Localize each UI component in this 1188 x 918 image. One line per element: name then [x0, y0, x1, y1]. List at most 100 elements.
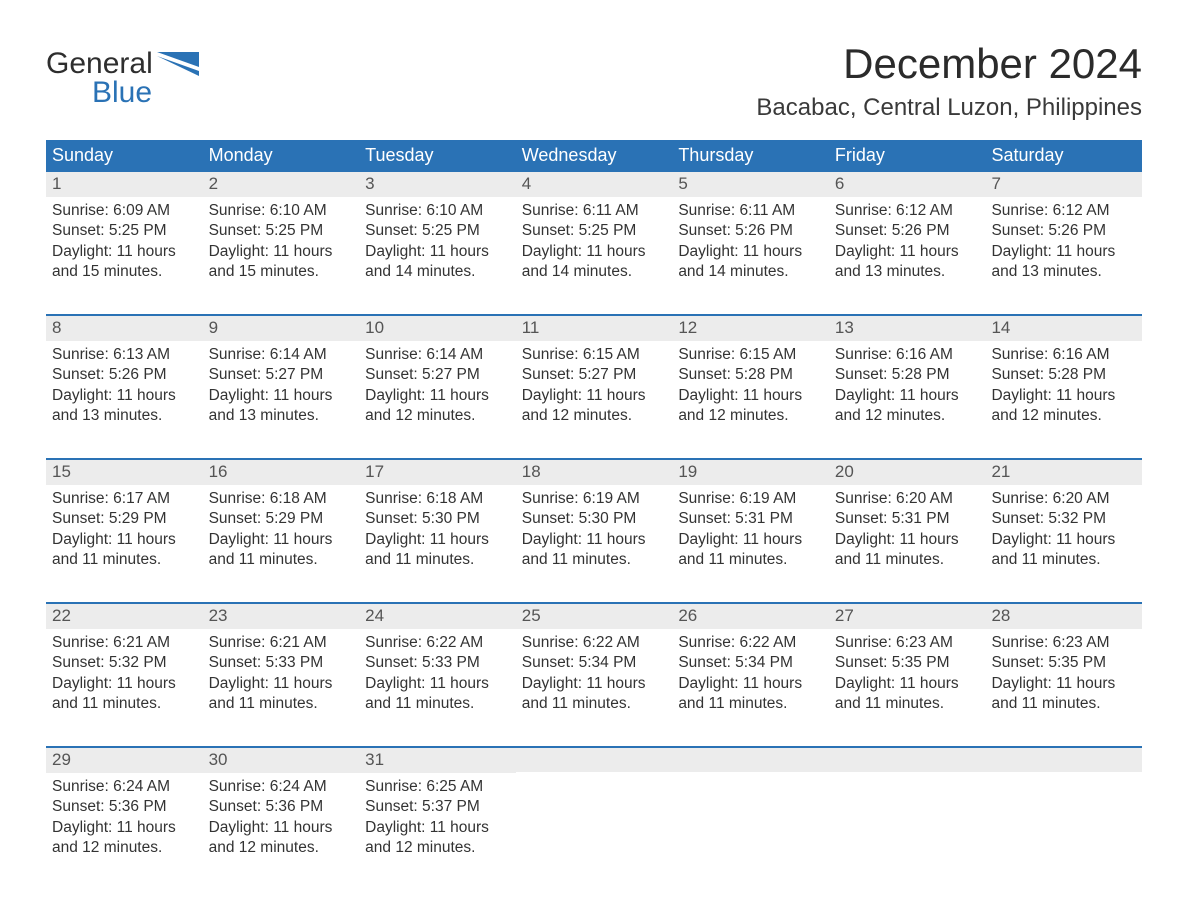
- day-detail-line: Sunrise: 6:14 AM: [365, 345, 510, 365]
- day-number: 16: [203, 460, 360, 485]
- day-number: 13: [829, 316, 986, 341]
- day-number: [516, 748, 673, 772]
- day-details: Sunrise: 6:24 AMSunset: 5:36 PMDaylight:…: [46, 773, 203, 863]
- day-detail-line: Sunset: 5:30 PM: [522, 509, 667, 529]
- day-details: Sunrise: 6:23 AMSunset: 5:35 PMDaylight:…: [985, 629, 1142, 719]
- day-detail-line: Sunrise: 6:19 AM: [678, 489, 823, 509]
- day-number: 12: [672, 316, 829, 341]
- day-detail-line: Daylight: 11 hours: [52, 242, 197, 262]
- day-detail-line: Sunset: 5:34 PM: [678, 653, 823, 673]
- day-detail-line: Sunset: 5:25 PM: [365, 221, 510, 241]
- calendar-day: 2Sunrise: 6:10 AMSunset: 5:25 PMDaylight…: [203, 172, 360, 292]
- logo-word2: Blue: [92, 79, 199, 108]
- day-detail-line: Sunset: 5:35 PM: [991, 653, 1136, 673]
- day-detail-line: Daylight: 11 hours: [835, 242, 980, 262]
- day-detail-line: and 15 minutes.: [52, 262, 197, 282]
- day-detail-line: Sunrise: 6:11 AM: [678, 201, 823, 221]
- calendar-day: 19Sunrise: 6:19 AMSunset: 5:31 PMDayligh…: [672, 460, 829, 580]
- day-detail-line: and 11 minutes.: [678, 694, 823, 714]
- logo: General Blue: [46, 50, 199, 107]
- calendar-day: 15Sunrise: 6:17 AMSunset: 5:29 PMDayligh…: [46, 460, 203, 580]
- day-detail-line: Daylight: 11 hours: [678, 674, 823, 694]
- day-detail-line: and 11 minutes.: [522, 694, 667, 714]
- day-details: Sunrise: 6:20 AMSunset: 5:31 PMDaylight:…: [829, 485, 986, 575]
- day-detail-line: Sunset: 5:34 PM: [522, 653, 667, 673]
- day-detail-line: Daylight: 11 hours: [835, 530, 980, 550]
- calendar-day: 11Sunrise: 6:15 AMSunset: 5:27 PMDayligh…: [516, 316, 673, 436]
- day-detail-line: Sunset: 5:36 PM: [52, 797, 197, 817]
- logo-flag-icon: [157, 52, 199, 76]
- page-location: Bacabac, Central Luzon, Philippines: [756, 94, 1142, 122]
- calendar-day: 30Sunrise: 6:24 AMSunset: 5:36 PMDayligh…: [203, 748, 360, 868]
- day-detail-line: and 11 minutes.: [365, 550, 510, 570]
- day-details: Sunrise: 6:25 AMSunset: 5:37 PMDaylight:…: [359, 773, 516, 863]
- day-detail-line: Daylight: 11 hours: [209, 386, 354, 406]
- day-detail-line: and 11 minutes.: [991, 550, 1136, 570]
- day-detail-line: Sunset: 5:32 PM: [52, 653, 197, 673]
- day-detail-line: Sunset: 5:35 PM: [835, 653, 980, 673]
- weekday-header: Saturday: [985, 140, 1142, 172]
- day-detail-line: Sunset: 5:27 PM: [209, 365, 354, 385]
- day-detail-line: Sunrise: 6:23 AM: [835, 633, 980, 653]
- day-detail-line: and 12 minutes.: [365, 406, 510, 426]
- day-number: 20: [829, 460, 986, 485]
- day-number: 6: [829, 172, 986, 197]
- day-detail-line: and 11 minutes.: [522, 550, 667, 570]
- day-detail-line: and 12 minutes.: [365, 838, 510, 858]
- day-details: Sunrise: 6:21 AMSunset: 5:32 PMDaylight:…: [46, 629, 203, 719]
- calendar-day: [829, 748, 986, 868]
- weekday-header: Friday: [829, 140, 986, 172]
- day-detail-line: Daylight: 11 hours: [365, 386, 510, 406]
- calendar-day: [672, 748, 829, 868]
- calendar-week: 1Sunrise: 6:09 AMSunset: 5:25 PMDaylight…: [46, 172, 1142, 292]
- day-details: Sunrise: 6:10 AMSunset: 5:25 PMDaylight:…: [203, 197, 360, 287]
- day-detail-line: Daylight: 11 hours: [209, 242, 354, 262]
- day-details: Sunrise: 6:15 AMSunset: 5:27 PMDaylight:…: [516, 341, 673, 431]
- day-detail-line: Sunrise: 6:15 AM: [678, 345, 823, 365]
- calendar-day: 9Sunrise: 6:14 AMSunset: 5:27 PMDaylight…: [203, 316, 360, 436]
- day-detail-line: Sunrise: 6:22 AM: [365, 633, 510, 653]
- day-detail-line: Sunrise: 6:21 AM: [209, 633, 354, 653]
- calendar-day: 26Sunrise: 6:22 AMSunset: 5:34 PMDayligh…: [672, 604, 829, 724]
- header: General Blue December 2024 Bacabac, Cent…: [46, 40, 1142, 122]
- day-number: [672, 748, 829, 772]
- day-detail-line: and 11 minutes.: [835, 550, 980, 570]
- day-details: Sunrise: 6:22 AMSunset: 5:34 PMDaylight:…: [516, 629, 673, 719]
- calendar-day: 20Sunrise: 6:20 AMSunset: 5:31 PMDayligh…: [829, 460, 986, 580]
- day-detail-line: and 11 minutes.: [365, 694, 510, 714]
- day-number: 3: [359, 172, 516, 197]
- calendar-day: 14Sunrise: 6:16 AMSunset: 5:28 PMDayligh…: [985, 316, 1142, 436]
- day-detail-line: and 11 minutes.: [835, 694, 980, 714]
- day-detail-line: Sunrise: 6:24 AM: [209, 777, 354, 797]
- day-detail-line: Sunset: 5:30 PM: [365, 509, 510, 529]
- calendar-day: 17Sunrise: 6:18 AMSunset: 5:30 PMDayligh…: [359, 460, 516, 580]
- day-detail-line: Sunrise: 6:16 AM: [991, 345, 1136, 365]
- day-detail-line: and 13 minutes.: [835, 262, 980, 282]
- calendar-day: 28Sunrise: 6:23 AMSunset: 5:35 PMDayligh…: [985, 604, 1142, 724]
- day-details: Sunrise: 6:13 AMSunset: 5:26 PMDaylight:…: [46, 341, 203, 431]
- day-number: 30: [203, 748, 360, 773]
- day-detail-line: Sunrise: 6:22 AM: [678, 633, 823, 653]
- day-detail-line: Sunset: 5:27 PM: [365, 365, 510, 385]
- day-detail-line: Daylight: 11 hours: [678, 530, 823, 550]
- day-detail-line: Sunset: 5:33 PM: [209, 653, 354, 673]
- day-details: Sunrise: 6:09 AMSunset: 5:25 PMDaylight:…: [46, 197, 203, 287]
- day-detail-line: Daylight: 11 hours: [835, 386, 980, 406]
- calendar-day: 24Sunrise: 6:22 AMSunset: 5:33 PMDayligh…: [359, 604, 516, 724]
- day-detail-line: Daylight: 11 hours: [365, 818, 510, 838]
- day-detail-line: Sunset: 5:36 PM: [209, 797, 354, 817]
- day-number: [985, 748, 1142, 772]
- day-number: 23: [203, 604, 360, 629]
- page-title: December 2024: [756, 40, 1142, 88]
- day-detail-line: Sunset: 5:25 PM: [522, 221, 667, 241]
- day-detail-line: Sunrise: 6:23 AM: [991, 633, 1136, 653]
- day-details: Sunrise: 6:22 AMSunset: 5:34 PMDaylight:…: [672, 629, 829, 719]
- calendar-day: [985, 748, 1142, 868]
- day-details: Sunrise: 6:11 AMSunset: 5:25 PMDaylight:…: [516, 197, 673, 287]
- day-detail-line: Sunset: 5:26 PM: [678, 221, 823, 241]
- calendar: Sunday Monday Tuesday Wednesday Thursday…: [46, 140, 1142, 868]
- day-detail-line: Sunset: 5:31 PM: [835, 509, 980, 529]
- day-detail-line: Sunrise: 6:15 AM: [522, 345, 667, 365]
- day-detail-line: Sunset: 5:26 PM: [991, 221, 1136, 241]
- day-detail-line: Sunrise: 6:22 AM: [522, 633, 667, 653]
